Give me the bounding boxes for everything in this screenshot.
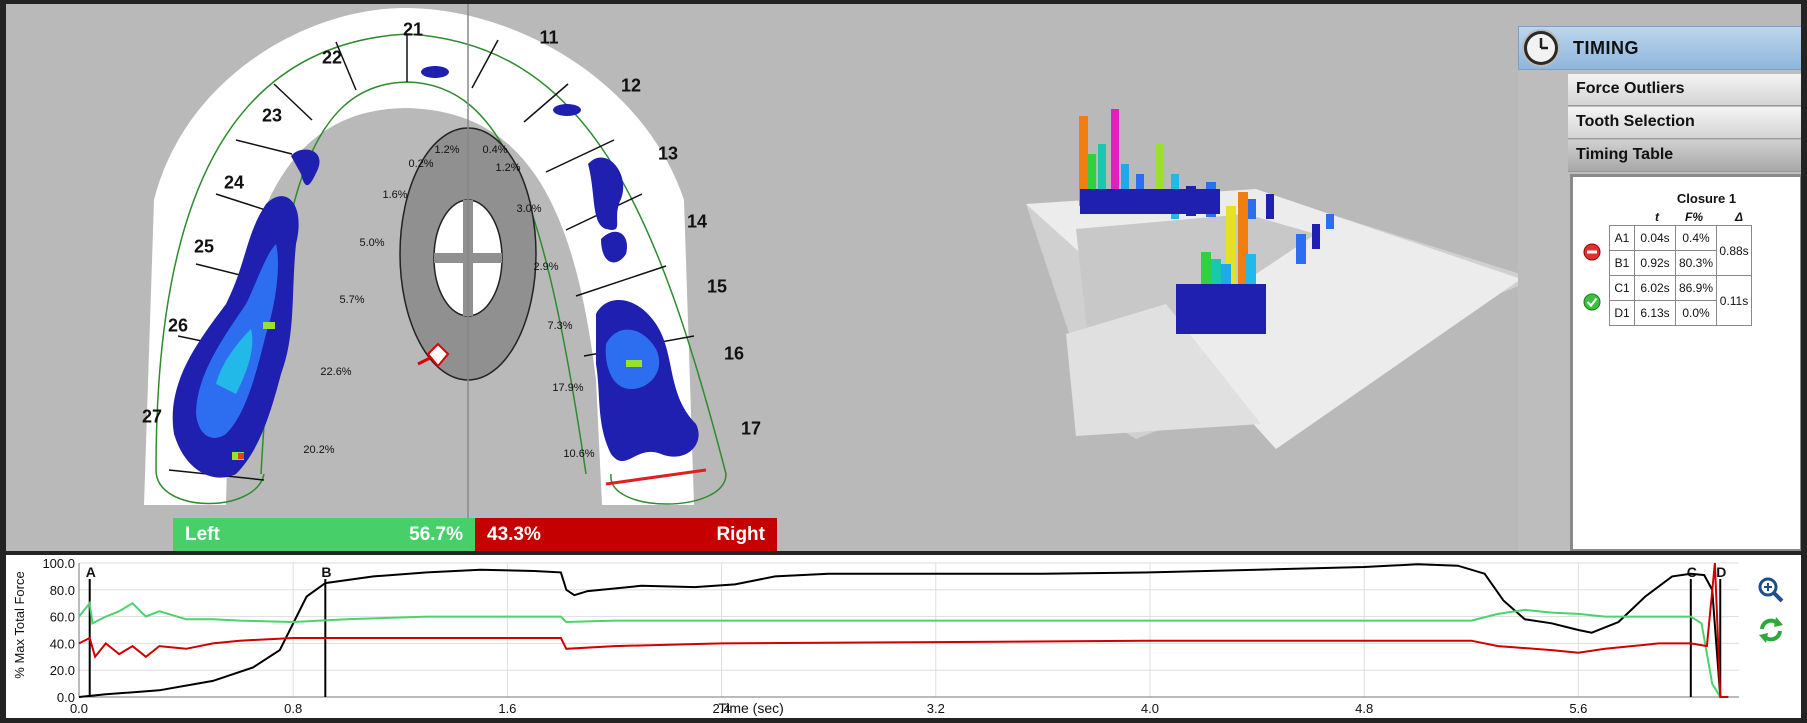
tooth-percent-label: 10.6% [563, 448, 595, 460]
tooth-label[interactable]: 11 [539, 27, 559, 48]
check-circle-icon[interactable] [1583, 293, 1601, 311]
tooth-percent-label: 1.6% [382, 189, 408, 201]
tooth-percent-label: 22.6% [320, 366, 352, 378]
accordion-timing-table[interactable]: Timing Table [1568, 140, 1801, 172]
delta-1: 0.88s [1716, 225, 1752, 276]
tooth-label[interactable]: 26 [167, 315, 189, 336]
force-series [78, 562, 1729, 698]
arch-outline-outer [155, 33, 727, 505]
event-marker-label: B [321, 564, 331, 580]
closure-title: Closure 1 [1676, 191, 1737, 206]
tooth-label[interactable]: 12 [620, 75, 642, 96]
balance-right: 43.3% Right [475, 518, 777, 551]
event-markers: A B C D [86, 564, 1726, 697]
timing-table-area: Closure 1 t F% Δ A1 0.04s 0.4% 0.88s [1570, 174, 1801, 551]
tooth-label[interactable]: 16 [723, 343, 745, 364]
refresh-icon[interactable] [1759, 617, 1783, 643]
force-series-line [78, 562, 1729, 698]
tooth-label[interactable]: 27 [141, 406, 163, 427]
event-marker-label: D [1716, 564, 1726, 580]
tooth-label[interactable]: 15 [706, 276, 728, 297]
left-right-balance-bar: Left 56.7% 43.3% Right [173, 518, 777, 551]
header-t: t [1655, 210, 1659, 224]
tooth-label[interactable]: 24 [223, 172, 245, 193]
tooth-label[interactable]: 22 [321, 47, 343, 68]
balance-right-label: Right [716, 524, 765, 545]
event-marker-label: A [86, 564, 96, 580]
force-series-line [78, 600, 1729, 698]
tooth-percent-label: 20.2% [303, 444, 335, 456]
table-row[interactable]: D1 6.13s 0.0% [1609, 300, 1752, 326]
x-tick-label: 4.8 [1355, 701, 1373, 716]
y-tick-label: 60.0 [50, 610, 75, 625]
y-tick-label: 80.0 [50, 583, 75, 598]
balance-left-value: 56.7% [409, 524, 463, 545]
accordion-tooth-selection[interactable]: Tooth Selection [1568, 107, 1801, 139]
3d-force-bars [1079, 109, 1334, 334]
balance-left: Left 56.7% [173, 518, 475, 551]
tooth-percent-label: 0.2% [408, 158, 434, 170]
x-tick-label: 4.0 [1141, 701, 1159, 716]
arch-force-map[interactable] [6, 4, 1016, 551]
y-tick-label: 40.0 [50, 636, 75, 651]
header-delta: Δ [1735, 210, 1744, 224]
y-tick-label: 0.0 [57, 690, 75, 705]
tooth-label[interactable]: 17 [740, 418, 762, 439]
timing-panel: TIMING Force Outliers Tooth Selection Ti… [1518, 26, 1801, 551]
table-row[interactable]: A1 0.04s 0.4% 0.88s [1609, 225, 1752, 276]
tooth-percent-label: 3.0% [516, 203, 542, 215]
tooth-percent-label: 5.7% [339, 294, 365, 306]
x-tick-labels: 0.0 0.8 1.6 2.4 3.2 4.0 4.8 5.6 [70, 701, 1587, 716]
timing-table: A1 0.04s 0.4% 0.88s B1 0.92s 80.3% C1 6.… [1609, 225, 1752, 326]
x-tick-label: 3.2 [927, 701, 945, 716]
y-tick-label: 20.0 [50, 663, 75, 678]
force-blobs-right [553, 104, 699, 462]
x-tick-label: 0.8 [284, 701, 302, 716]
event-marker-label: C [1687, 564, 1697, 580]
tooth-label[interactable]: 14 [686, 211, 708, 232]
chart-grid [78, 562, 1739, 698]
force-blobs-left [172, 66, 449, 478]
balance-right-value: 43.3% [487, 524, 541, 545]
y-tick-labels: 0.0 20.0 40.0 60.0 80.0 100.0 [42, 556, 75, 705]
tooth-label[interactable]: 23 [261, 105, 283, 126]
tooth-percent-label: 0.4% [482, 144, 508, 156]
force-time-chart[interactable]: % Max Total Force Time (sec) 0.0 20.0 40.0… [6, 555, 1801, 718]
arch-band [144, 8, 694, 505]
tooth-percent-label: 1.2% [434, 144, 460, 156]
tooth-label[interactable]: 13 [657, 143, 679, 164]
x-tick-label: 0.0 [70, 701, 88, 716]
balance-left-label: Left [185, 524, 220, 545]
3d-force-view[interactable]: 18 [1016, 94, 1536, 514]
delta-2: 0.11s [1716, 275, 1752, 326]
force-center-marker[interactable] [417, 342, 450, 368]
zoom-in-icon[interactable] [1758, 577, 1784, 603]
clock-icon [1522, 29, 1560, 67]
timing-header[interactable]: TIMING [1518, 26, 1801, 70]
tooth-label[interactable]: 25 [193, 236, 215, 257]
tooth-percent-label: 7.3% [547, 320, 573, 332]
force-time-graph[interactable]: % Max Total Force Time (sec) 0.0 20.0 40.0… [6, 555, 1801, 718]
header-f: F% [1685, 210, 1703, 224]
y-tick-label: 100.0 [42, 556, 75, 571]
arch-outline-bottom-left [155, 469, 265, 505]
x-tick-label: 1.6 [498, 701, 516, 716]
x-tick-label: 5.6 [1569, 701, 1587, 716]
tooth-label[interactable]: 21 [402, 19, 424, 40]
timing-title: TIMING [1573, 37, 1639, 58]
3d-end-plate [1066, 304, 1261, 436]
tooth-percent-label: 5.0% [359, 237, 385, 249]
tooth-percent-label: 2.9% [533, 261, 559, 273]
minus-circle-icon[interactable] [1583, 243, 1601, 261]
main-view: 21 11 22 12 23 13 24 14 25 15 26 16 27 17 1.2% 0.4% 0.2… [6, 4, 1801, 551]
accordion-force-outliers[interactable]: Force Outliers [1568, 74, 1801, 106]
tooth-percent-label: 1.2% [495, 162, 521, 174]
y-axis-label: % Max Total Force [12, 571, 27, 678]
x-tick-label: 2.4 [713, 701, 731, 716]
x-axis-label: Time (sec) [718, 700, 784, 716]
tooth-percent-label: 17.9% [552, 382, 584, 394]
table-row[interactable]: C1 6.02s 86.9% 0.11s [1609, 275, 1752, 326]
force-series-line [78, 563, 1729, 698]
